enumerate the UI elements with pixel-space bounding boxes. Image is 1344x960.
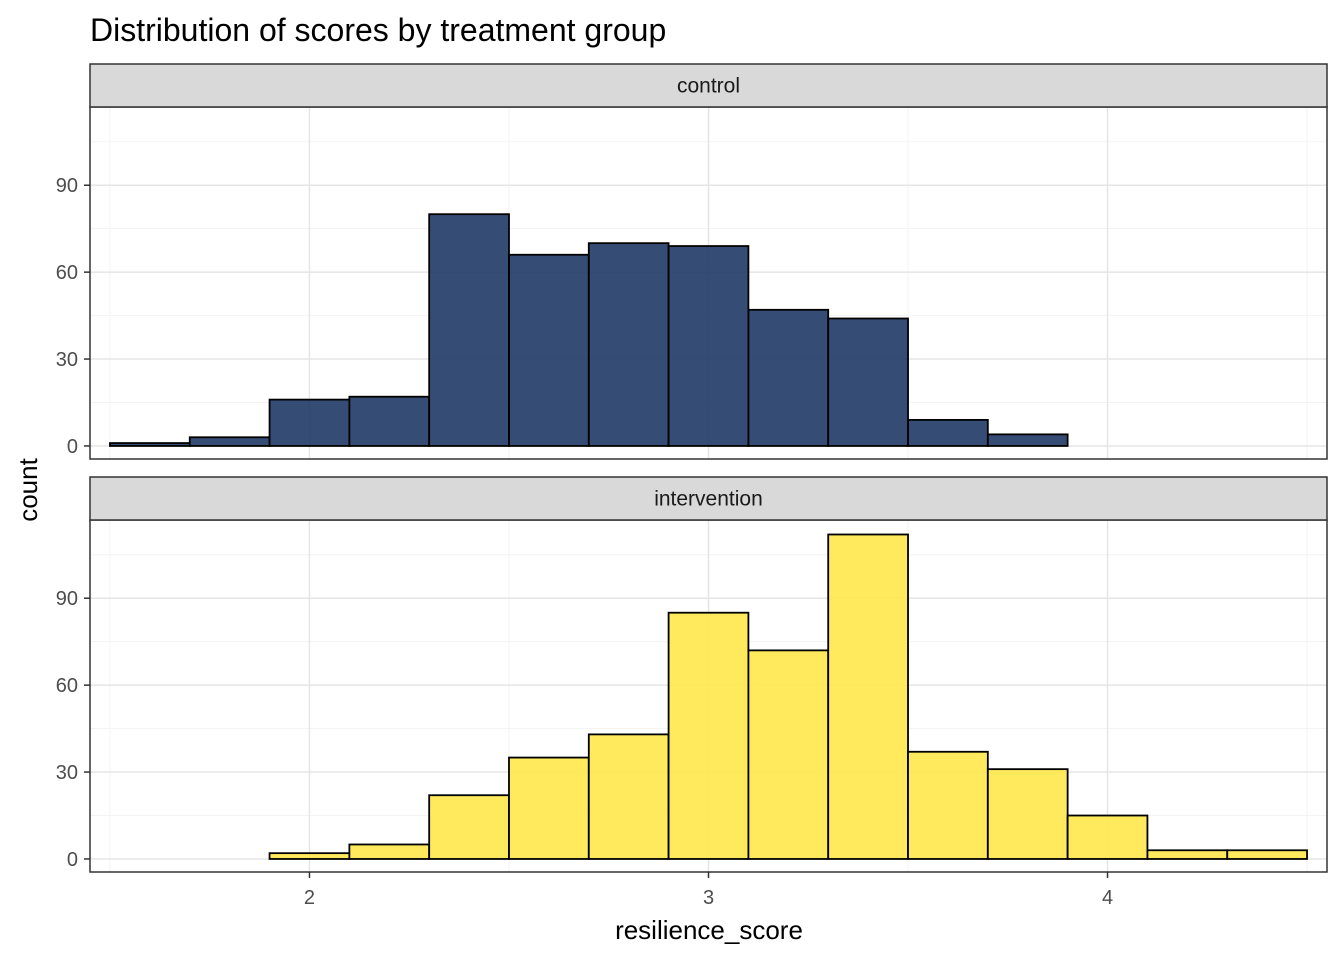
facet-strip-label: intervention [654,488,763,511]
x-axis-title: resilience_score [615,915,803,945]
y-axis-title: count [13,457,43,521]
histogram-bar [827,317,909,447]
histogram-bar [667,245,750,447]
histogram-bar [268,852,351,860]
x-tick-label: 3 [703,887,714,909]
x-tick-label: 4 [1102,887,1113,909]
histogram-bar [428,213,510,447]
facet-panel-intervention: intervention 0 30 60 90 [56,476,1328,873]
histogram-bar [986,433,1069,447]
histogram-bar [508,253,590,447]
histogram-bar [587,733,670,860]
y-tick-label: 60 [56,675,78,697]
y-tick-label: 90 [56,175,78,197]
y-tick-label: 30 [56,349,78,371]
facet-panels: control 0 30 60 90 intervention 0 30 60 90 [56,63,1328,873]
histogram-bar [986,768,1069,860]
facet-strip-label: control [677,75,740,98]
y-tick-label: 0 [67,849,78,871]
y-tick-label: 30 [56,762,78,784]
chart-title: Distribution of scores by treatment grou… [90,12,666,48]
histogram-bar [1226,849,1308,860]
histogram-bar [348,395,431,447]
facet-strip [89,63,1328,108]
histogram-bar [667,611,750,860]
histogram-bar [587,242,670,447]
histogram-bar [907,418,989,447]
facet-panel-control: control 0 30 60 90 [56,63,1328,460]
facet-strip [89,476,1328,521]
histogram-bar [1066,814,1149,860]
histogram-bar [747,649,830,860]
histogram-bar [428,794,510,860]
histogram-bar [827,533,909,860]
x-axis: 2 3 4 [304,872,1113,909]
histogram-bar [907,750,989,860]
histogram-bar [109,442,191,447]
histogram-bar [1146,849,1229,860]
histogram-bar [268,398,351,447]
histogram-bar [508,756,590,860]
histogram-bar [188,436,271,447]
y-tick-label: 60 [56,262,78,284]
histogram-bar [348,843,431,860]
y-tick-label: 0 [67,436,78,458]
histogram-bar [747,308,830,447]
x-tick-label: 2 [304,887,315,909]
y-tick-label: 90 [56,588,78,610]
